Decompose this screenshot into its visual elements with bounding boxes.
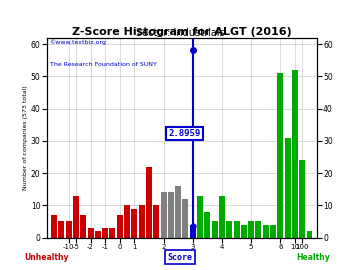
Bar [204,212,210,238]
Bar [263,225,269,238]
Text: Score: Score [167,253,193,262]
Bar [73,196,79,238]
Text: The Research Foundation of SUNY: The Research Foundation of SUNY [50,62,156,67]
Bar [248,221,254,238]
Bar [117,215,123,238]
Bar [197,196,203,238]
Bar [270,225,276,238]
Bar [241,225,247,238]
Bar [292,70,298,238]
Bar [212,221,218,238]
Y-axis label: Number of companies (573 total): Number of companies (573 total) [23,85,28,190]
Bar [183,199,188,238]
Bar [226,221,232,238]
Text: ©www.textbiz.org: ©www.textbiz.org [50,40,106,45]
Bar [139,205,145,238]
Bar [102,228,108,238]
Bar [161,193,167,238]
Bar [80,215,86,238]
Bar [277,73,283,238]
Bar [124,205,130,238]
Bar [190,225,196,238]
Bar [109,228,116,238]
Bar [66,221,72,238]
Bar [131,209,138,238]
Bar [95,231,101,238]
Text: Unhealthy: Unhealthy [24,253,69,262]
Bar [58,221,64,238]
Text: Sector: Industrials: Sector: Industrials [136,28,224,38]
Bar [168,193,174,238]
Text: 2.8959: 2.8959 [168,129,201,138]
Bar [87,228,94,238]
Bar [51,215,57,238]
Bar [146,167,152,238]
Bar [234,221,239,238]
Bar [219,196,225,238]
Bar [306,231,312,238]
Bar [299,160,305,238]
Bar [256,221,261,238]
Title: Z-Score Histogram for ALGT (2016): Z-Score Histogram for ALGT (2016) [72,27,292,37]
Bar [153,205,159,238]
Bar [285,138,291,238]
Text: Healthy: Healthy [296,253,330,262]
Bar [175,186,181,238]
